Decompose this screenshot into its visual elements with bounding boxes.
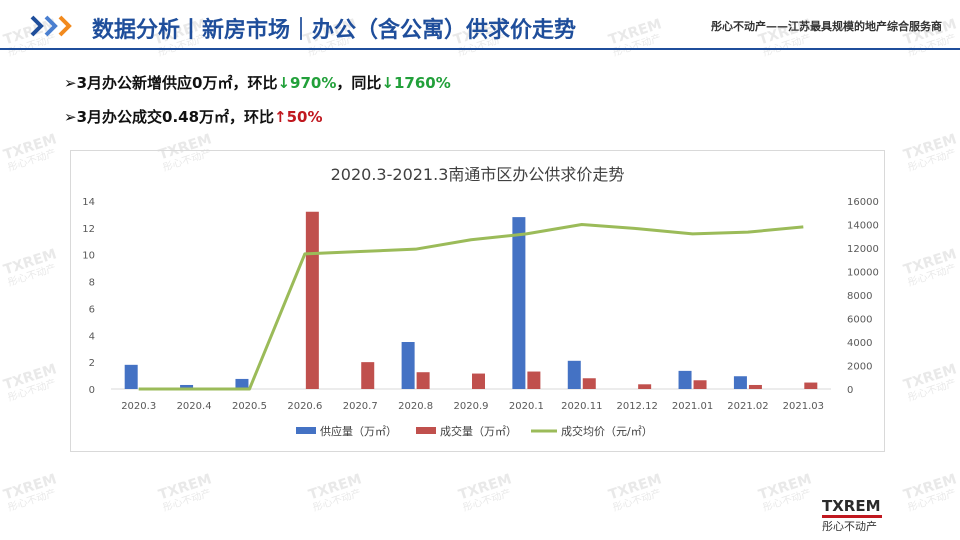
bar-supply [124, 364, 138, 389]
bullet-supply-text: ➢3月办公新增供应0万㎡，环比 [64, 74, 278, 92]
x-tick-label: 2020.3 [121, 401, 156, 412]
bar-deal [693, 380, 707, 389]
bar-deal [748, 384, 762, 389]
y-left-tick-label: 12 [82, 224, 95, 235]
bar-supply [567, 360, 581, 389]
legend-label: 供应量（万㎡） [320, 424, 397, 438]
bar-deal [416, 372, 430, 389]
x-tick-label: 2020.11 [561, 401, 602, 412]
y-right-tick-label: 16000 [847, 197, 879, 208]
watermark: TXREM 彤心不动产 [456, 471, 514, 514]
y-left-tick-label: 10 [82, 251, 95, 262]
y-right-tick-label: 6000 [847, 315, 872, 326]
bullet-deal: ➢3月办公成交0.48万㎡，环比↑50% [64, 106, 323, 127]
bullet-supply-mid: ，同比 [336, 74, 382, 92]
x-tick-label: 2012.12 [616, 401, 657, 412]
x-tick-label: 2020.4 [177, 401, 212, 412]
y-left-tick-label: 14 [82, 197, 95, 208]
x-tick-label: 2020.9 [454, 401, 489, 412]
y-right-tick-label: 8000 [847, 291, 872, 302]
watermark: TXREM 彤心不动产 [156, 471, 214, 514]
bar-supply [180, 384, 194, 389]
header-divider [0, 48, 960, 50]
bar-supply [733, 376, 747, 389]
legend-swatch [296, 427, 316, 434]
watermark: TXREM 彤心不动产 [901, 471, 959, 514]
x-tick-label: 2021.01 [672, 401, 713, 412]
header: 数据分析丨新房市场｜办公（含公寓）供求价走势 彤心不动产——江苏最具规模的地产综… [0, 0, 960, 56]
page-title: 数据分析丨新房市场｜办公（含公寓）供求价走势 [92, 18, 577, 43]
logo: TXREM 彤心不动产 [822, 498, 884, 533]
legend-label: 成交量（万㎡） [440, 424, 517, 438]
bar-supply [512, 217, 526, 389]
x-tick-label: 2020.6 [287, 401, 322, 412]
x-tick-label: 2020.1 [509, 401, 544, 412]
bar-deal [582, 378, 596, 389]
watermark: TXREM 彤心不动产 [1, 246, 59, 289]
watermark: TXREM 彤心不动产 [306, 471, 364, 514]
x-tick-label: 2020.7 [343, 401, 378, 412]
bar-supply [235, 378, 249, 389]
bullet-supply: ➢3月办公新增供应0万㎡，环比↓970%，同比↓1760% [64, 72, 451, 93]
y-right-tick-label: 0 [847, 385, 853, 396]
bar-supply [678, 370, 692, 389]
y-left-tick-label: 6 [89, 304, 95, 315]
logo-sub: 彤心不动产 [822, 520, 877, 533]
bar-deal [638, 384, 652, 389]
bar-deal [472, 373, 485, 389]
x-tick-label: 2021.02 [727, 401, 768, 412]
y-right-tick-label: 12000 [847, 244, 879, 255]
chart-container: 2020.3-2021.3南通市区办公供求价走势 0 2 4 6 8 10 12 14 0 200… [70, 150, 885, 452]
chart-svg: 0 2 4 6 8 10 12 14 0 2000 4000 6000 8000 10000 12000 14… [82, 197, 879, 438]
x-tick-label: 2021.03 [783, 401, 824, 412]
legend-swatch [416, 427, 436, 434]
x-tick-label: 2020.5 [232, 401, 267, 412]
watermark: TXREM 彤心不动产 [1, 471, 59, 514]
logo-text: TXREM [822, 497, 881, 515]
line-price [138, 223, 804, 391]
y-left-tick-label: 8 [89, 278, 95, 289]
watermark: TXREM 彤心不动产 [901, 246, 959, 289]
bar-supply [401, 342, 415, 389]
bar-deal [305, 211, 319, 389]
bar-deal [361, 362, 375, 389]
y-right-tick-label: 4000 [847, 338, 872, 349]
bullet-supply-mom: ↓970% [277, 74, 337, 92]
bar-deal [527, 371, 541, 389]
y-left-tick-label: 0 [89, 385, 95, 396]
bullet-deal-mom: ↑50% [274, 108, 323, 126]
y-right-tick-label: 10000 [847, 268, 879, 279]
watermark: TXREM 彤心不动产 [901, 361, 959, 404]
watermark: TXREM 彤心不动产 [901, 131, 959, 174]
company-slogan: 彤心不动产——江苏最具规模的地产综合服务商 [711, 20, 942, 33]
watermark: TXREM 彤心不动产 [756, 471, 814, 514]
watermark: TXREM 彤心不动产 [1, 131, 59, 174]
chart-title: 2020.3-2021.3南通市区办公供求价走势 [330, 165, 625, 184]
y-right-tick-label: 14000 [847, 221, 879, 232]
x-tick-label: 2020.8 [398, 401, 433, 412]
watermark: TXREM 彤心不动产 [1, 361, 59, 404]
y-left-tick-label: 4 [89, 331, 95, 342]
logo-bar [822, 515, 882, 518]
bullet-deal-text: ➢3月办公成交0.48万㎡，环比 [64, 108, 275, 126]
y-right-tick-label: 2000 [847, 362, 872, 373]
bar-deal [804, 382, 818, 389]
watermark: TXREM 彤心不动产 [606, 471, 664, 514]
y-left-tick-label: 2 [89, 358, 95, 369]
bullet-supply-yoy: ↓1760% [381, 74, 451, 92]
chevron-arrows-icon [30, 15, 72, 37]
legend-label: 成交均价（元/㎡） [561, 424, 653, 438]
